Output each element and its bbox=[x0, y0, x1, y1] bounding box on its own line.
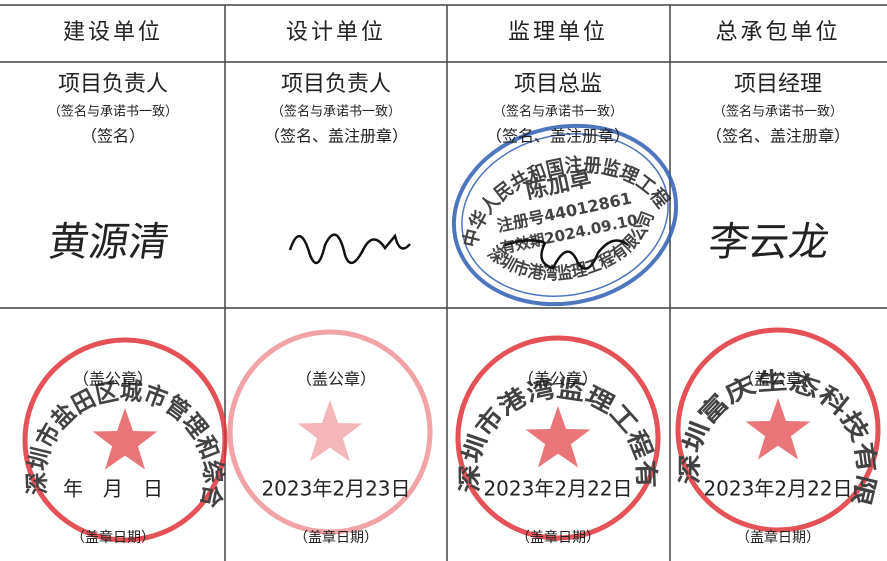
instruction: （签名、盖注册章） bbox=[264, 127, 408, 146]
signature-scribble bbox=[504, 239, 629, 270]
role: 项目总监 bbox=[514, 72, 602, 97]
instruction: （签名、盖注册章） bbox=[706, 127, 850, 146]
seal-label: （盖公章） bbox=[738, 370, 818, 389]
seal-ring bbox=[227, 329, 433, 535]
signature: 李云龙 bbox=[706, 220, 832, 266]
seal-ring bbox=[675, 327, 881, 533]
role: 项目负责人 bbox=[58, 72, 168, 97]
seal-ring bbox=[455, 335, 661, 541]
role: 项目经理 bbox=[734, 72, 822, 97]
seal-date: 年 月 日 bbox=[63, 477, 163, 501]
column-header: 设计单位 bbox=[286, 20, 386, 45]
seal-ring bbox=[22, 337, 228, 543]
date-label: （盖章日期） bbox=[736, 529, 820, 546]
company-seal bbox=[227, 329, 433, 535]
note: （签名与承诺书一致） bbox=[271, 104, 401, 120]
role: 项目负责人 bbox=[281, 72, 391, 97]
note: （签名与承诺书一致） bbox=[713, 104, 843, 120]
column-header: 监理单位 bbox=[508, 20, 608, 45]
date-label: （盖章日期） bbox=[516, 529, 600, 546]
seal-star bbox=[745, 398, 811, 460]
seal-label: （盖公章） bbox=[518, 370, 598, 389]
instruction: （签名） bbox=[81, 127, 145, 146]
signature: 黄源清 bbox=[46, 220, 172, 266]
seal-date: 2023年2月22日 bbox=[483, 477, 632, 501]
instruction: （签名、盖注册章） bbox=[486, 127, 630, 146]
note: （签名与承诺书一致） bbox=[48, 104, 178, 120]
seal-label: （盖公章） bbox=[73, 370, 153, 389]
note: （签名与承诺书一致） bbox=[493, 104, 623, 120]
seal-star bbox=[525, 406, 591, 468]
seal-label: （盖公章） bbox=[296, 370, 376, 389]
date-label: （盖章日期） bbox=[71, 529, 155, 546]
seal-star bbox=[92, 408, 158, 470]
column-header: 总承包单位 bbox=[715, 20, 840, 45]
table-grid bbox=[0, 4, 887, 561]
seal-date: 2023年2月23日 bbox=[261, 477, 410, 501]
stamp-ring bbox=[461, 133, 669, 297]
signature-scribble bbox=[288, 233, 411, 265]
column-header: 建设单位 bbox=[63, 20, 163, 45]
seal-date: 2023年2月22日 bbox=[703, 477, 852, 501]
seal-star bbox=[297, 400, 363, 462]
date-label: （盖章日期） bbox=[294, 529, 378, 546]
stamp-ring bbox=[451, 123, 679, 307]
